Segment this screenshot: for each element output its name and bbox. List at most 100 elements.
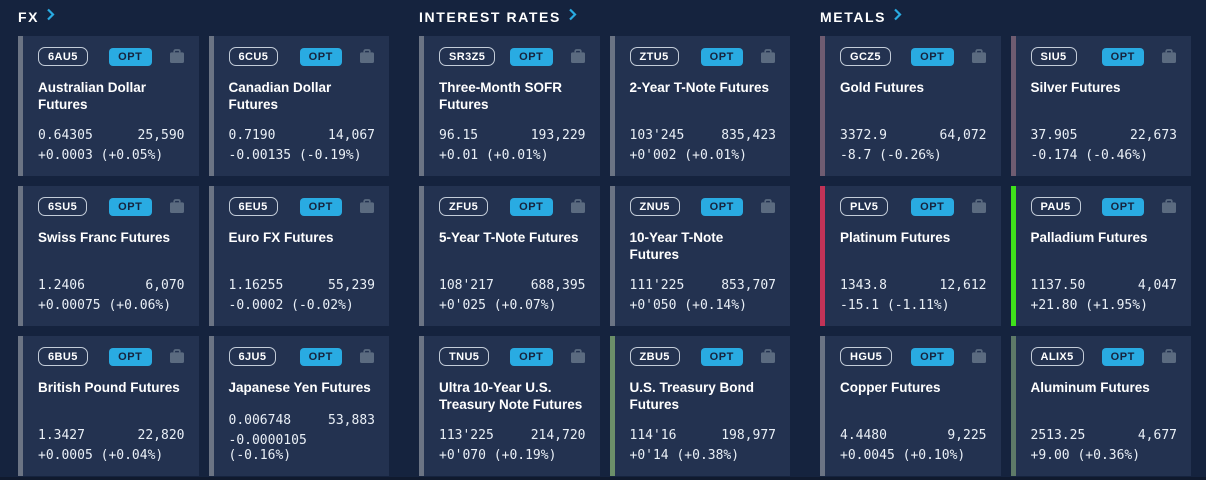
ticker-badge[interactable]: 6EU5 (228, 197, 278, 216)
ticker-badge[interactable]: TNU5 (439, 347, 490, 366)
price-row: 37.905 22,673 (1031, 128, 1178, 143)
ticker-badge[interactable]: ALIX5 (1030, 347, 1084, 366)
ticker-badge[interactable]: ZTU5 (629, 47, 679, 66)
futures-card[interactable]: 6AU5 OPT Australian Dollar Futures 0.643… (18, 36, 199, 176)
futures-card[interactable]: 6CU5 OPT Canadian Dollar Futures 0.7190 … (208, 36, 389, 176)
briefcase-icon[interactable] (971, 49, 987, 64)
options-button[interactable]: OPT (1101, 347, 1144, 366)
futures-card[interactable]: 6JU5 OPT Japanese Yen Futures 0.006748 5… (208, 336, 389, 476)
briefcase-icon[interactable] (570, 349, 586, 364)
futures-card[interactable]: SIU5 OPT Silver Futures 37.905 22,673 -0… (1010, 36, 1191, 176)
price-row: 0.006748 53,883 (229, 413, 376, 428)
briefcase-icon[interactable] (1161, 349, 1177, 364)
last-price: 4.4480 (840, 428, 887, 443)
ticker-badge[interactable]: ZBU5 (629, 347, 680, 366)
options-button[interactable]: OPT (299, 347, 342, 366)
section-title: FX (18, 9, 40, 25)
options-button[interactable]: OPT (510, 197, 553, 216)
options-button[interactable]: OPT (700, 47, 743, 66)
briefcase-icon[interactable] (570, 49, 586, 64)
briefcase-icon[interactable] (359, 49, 375, 64)
section-interest-rates-link[interactable]: INTEREST RATES (419, 6, 790, 28)
price-change: +0.01 (+0.01%) (439, 148, 549, 163)
options-button[interactable]: OPT (510, 47, 553, 66)
briefcase-icon[interactable] (760, 349, 776, 364)
volume: 12,612 (939, 278, 987, 293)
briefcase-icon[interactable] (1161, 199, 1177, 214)
price-row: 1137.50 4,047 (1031, 278, 1178, 293)
price-row: 108'217 688,395 (439, 278, 586, 293)
futures-card[interactable]: ZTU5 OPT 2-Year T-Note Futures 103'245 8… (609, 36, 790, 176)
briefcase-icon[interactable] (971, 199, 987, 214)
volume: 9,225 (947, 428, 987, 443)
card-spacer (840, 396, 987, 428)
ticker-badge[interactable]: ZFU5 (439, 197, 489, 216)
briefcase-icon[interactable] (359, 199, 375, 214)
options-button[interactable]: OPT (109, 197, 152, 216)
briefcase-icon[interactable] (570, 199, 586, 214)
briefcase-icon[interactable] (359, 349, 375, 364)
ticker-badge[interactable]: 6AU5 (38, 47, 88, 66)
ticker-badge[interactable]: 6SU5 (38, 197, 88, 216)
futures-card[interactable]: ZFU5 OPT 5-Year T-Note Futures 108'217 6… (419, 186, 600, 326)
futures-card[interactable]: SR3Z5 OPT Three-Month SOFR Futures 96.15… (419, 36, 600, 176)
ticker-badge[interactable]: PAU5 (1030, 197, 1081, 216)
futures-card[interactable]: 6BU5 OPT British Pound Futures 1.3427 22… (18, 336, 199, 476)
futures-card[interactable]: 6SU5 OPT Swiss Franc Futures 1.2406 6,07… (18, 186, 199, 326)
options-button[interactable]: OPT (109, 47, 152, 66)
ticker-badge[interactable]: GCZ5 (840, 47, 891, 66)
options-button[interactable]: OPT (700, 347, 743, 366)
futures-card[interactable]: PAU5 OPT Palladium Futures 1137.50 4,047… (1010, 186, 1191, 326)
futures-card[interactable]: GCZ5 OPT Gold Futures 3372.9 64,072 -8.7… (820, 36, 1001, 176)
options-button[interactable]: OPT (510, 347, 553, 366)
options-button[interactable]: OPT (299, 197, 342, 216)
ticker-badge[interactable]: SIU5 (1030, 47, 1077, 66)
futures-card[interactable]: ZBU5 OPT U.S. Treasury Bond Futures 114'… (609, 336, 790, 476)
options-button[interactable]: OPT (109, 347, 152, 366)
futures-card[interactable]: PLV5 OPT Platinum Futures 1343.8 12,612 … (820, 186, 1001, 326)
briefcase-icon[interactable] (1161, 49, 1177, 64)
card-spacer (1031, 396, 1178, 428)
briefcase-icon[interactable] (169, 349, 185, 364)
ticker-badge[interactable]: 6JU5 (228, 347, 277, 366)
briefcase-icon[interactable] (971, 349, 987, 364)
briefcase-icon[interactable] (760, 199, 776, 214)
briefcase-icon[interactable] (169, 199, 185, 214)
product-name: Three-Month SOFR Futures (439, 80, 562, 112)
section-fx-link[interactable]: FX (18, 6, 389, 28)
card-header-row: 6CU5 OPT (228, 47, 376, 66)
product-name: Copper Futures (840, 380, 941, 395)
options-button[interactable]: OPT (700, 197, 743, 216)
product-name: 10-Year T-Note Futures (629, 230, 724, 262)
options-button[interactable]: OPT (1101, 47, 1144, 66)
futures-card[interactable]: ZNU5 OPT 10-Year T-Note Futures 111'225 … (609, 186, 790, 326)
price-row: 114'16 198,977 (630, 428, 777, 443)
options-button[interactable]: OPT (299, 47, 342, 66)
options-button[interactable]: OPT (911, 347, 954, 366)
ticker-badge[interactable]: ZNU5 (629, 197, 680, 216)
briefcase-icon[interactable] (169, 49, 185, 64)
ticker-badge[interactable]: HGU5 (840, 347, 893, 366)
futures-card[interactable]: TNU5 OPT Ultra 10-Year U.S. Treasury Not… (419, 336, 600, 476)
last-price: 2513.25 (1030, 428, 1086, 443)
card-header-row: TNU5 OPT (439, 347, 586, 366)
ticker-badge[interactable]: 6CU5 (228, 47, 279, 66)
price-row: 111'225 853,707 (630, 278, 777, 293)
options-button[interactable]: OPT (911, 47, 954, 66)
card-header-row: ALIX5 OPT (1030, 347, 1178, 366)
options-button[interactable]: OPT (911, 197, 954, 216)
ticker-badge[interactable]: SR3Z5 (439, 47, 496, 66)
card-header-row: ZTU5 OPT (629, 47, 777, 66)
section-metals: METALS GCZ5 OPT Gold Futures 3372.9 64,0… (820, 6, 1191, 476)
section-metals-link[interactable]: METALS (820, 6, 1191, 28)
chevron-right-icon (46, 8, 55, 26)
price-change: +0'002 (+0.01%) (629, 148, 747, 163)
ticker-badge[interactable]: 6BU5 (38, 347, 88, 366)
price-row: 1.2406 6,070 (38, 278, 185, 293)
futures-card[interactable]: HGU5 OPT Copper Futures 4.4480 9,225 +0.… (820, 336, 1001, 476)
briefcase-icon[interactable] (760, 49, 776, 64)
futures-card[interactable]: 6EU5 OPT Euro FX Futures 1.16255 55,239 … (208, 186, 389, 326)
options-button[interactable]: OPT (1101, 197, 1144, 216)
futures-card[interactable]: ALIX5 OPT Aluminum Futures 2513.25 4,677… (1010, 336, 1191, 476)
ticker-badge[interactable]: PLV5 (840, 197, 889, 216)
